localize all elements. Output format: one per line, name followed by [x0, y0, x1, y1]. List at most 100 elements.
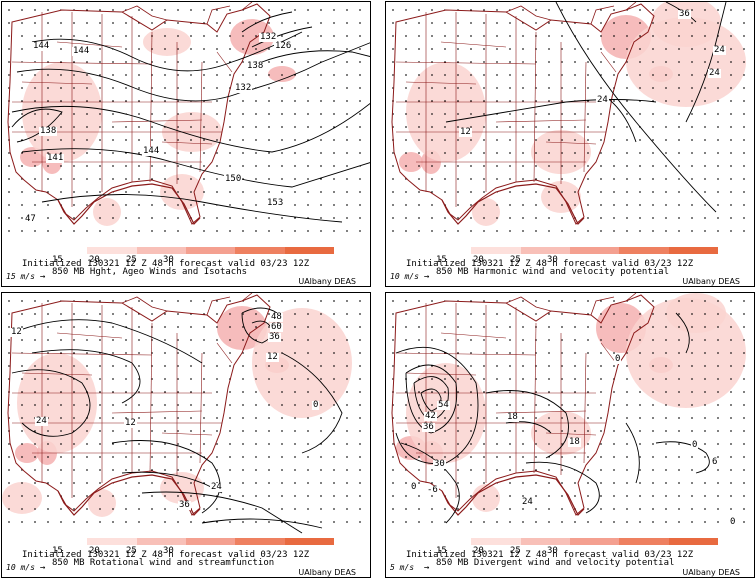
contour-line	[281, 352, 343, 454]
contour-label: 24	[35, 416, 48, 426]
state-border	[495, 119, 587, 123]
contour-label: 138	[246, 61, 265, 71]
credit: UAlbany DEAS	[682, 277, 740, 286]
colorbar-swatch	[235, 247, 285, 254]
colorbar-ticks: 15 20 25 30	[38, 546, 334, 556]
contour-label: 48	[270, 312, 283, 322]
credit: UAlbany DEAS	[298, 568, 356, 577]
credit: UAlbany DEAS	[682, 568, 740, 577]
coastline	[57, 474, 201, 517]
state-border	[149, 322, 153, 474]
colorbar	[38, 538, 334, 545]
contour-label: 47	[24, 214, 37, 224]
colorbar-tick: 30	[163, 546, 174, 556]
colorbar-tick: 30	[163, 255, 174, 265]
contour-label: 153	[266, 198, 285, 208]
state-border	[11, 61, 153, 65]
canada-border	[121, 2, 253, 25]
colorbar	[38, 247, 334, 254]
scale-arrow-icon: →	[424, 563, 430, 573]
coastline	[441, 183, 585, 226]
contour-label: 132	[234, 83, 253, 93]
state-border	[405, 372, 477, 376]
us-outline	[7, 294, 271, 516]
colorbar-tick: 30	[547, 255, 558, 265]
colorbar-swatch	[284, 247, 334, 254]
panel-title: 850 MB Harmonic wind and velocity potent…	[436, 267, 669, 277]
contour-label: 12	[10, 327, 23, 337]
scale-arrow-icon: →	[40, 272, 46, 282]
scale-label: 10 m/s	[390, 272, 419, 281]
isotach-shade	[651, 2, 721, 47]
canada-border	[505, 2, 637, 25]
isotach-shade	[230, 19, 274, 55]
contour-line	[445, 99, 657, 123]
state-border	[583, 61, 587, 173]
colorbar-swatch	[235, 538, 285, 545]
state-border	[216, 51, 233, 73]
isotach-shade	[626, 17, 746, 107]
init-line: Initialized 130321 12 Z 48 h forecast va…	[406, 550, 694, 560]
scale-label: 15 m/s	[6, 272, 35, 281]
colorbar-ticks: 15 20 25 30	[422, 255, 718, 265]
contour-line	[241, 11, 313, 48]
state-border	[111, 410, 203, 414]
contour-line	[485, 390, 569, 459]
colorbar-swatch	[422, 538, 472, 545]
contour-label: 60	[270, 322, 283, 332]
contour-label: 24	[521, 497, 534, 507]
init-line: Initialized 130321 12 Z 48 h forecast va…	[406, 259, 694, 269]
state-border	[199, 61, 203, 173]
isotach-shade	[160, 174, 204, 210]
contour-label: 144	[32, 41, 51, 51]
state-border	[216, 342, 233, 364]
coastline	[441, 474, 585, 517]
state-border	[111, 119, 203, 123]
panel-title: 850 MB Divergent wind and velocity poten…	[436, 558, 675, 568]
contour-label: 24	[210, 482, 223, 492]
contour-label: 6	[711, 457, 719, 467]
colorbar-swatch	[38, 538, 88, 545]
state-border	[395, 61, 537, 65]
contour-label: 24	[708, 68, 721, 78]
colorbar-tick: 30	[547, 546, 558, 556]
contour-line	[11, 108, 63, 143]
contour-label: 42	[424, 411, 437, 421]
contour-line	[31, 31, 303, 72]
colorbar-tick: 20	[89, 255, 100, 265]
state-border	[545, 432, 597, 436]
colorbar-tick: 25	[510, 255, 521, 265]
colorbar-swatch	[619, 247, 669, 254]
colorbar-swatch	[185, 538, 236, 545]
contour-label: 36	[178, 500, 191, 510]
colorbar-swatch	[87, 247, 137, 254]
contour-label: 24	[596, 95, 609, 105]
contour-line	[111, 440, 221, 514]
contour-label: 18	[506, 412, 519, 422]
contour-label: 18	[568, 437, 581, 447]
colorbar-swatch	[520, 538, 570, 545]
isotach-shade	[17, 353, 97, 453]
contour-label: 141	[46, 153, 65, 163]
colorbar-swatch	[422, 247, 472, 254]
contour-label: 0	[614, 354, 622, 364]
init-line: Initialized 130321 12 Z 48 h forecast va…	[22, 550, 310, 560]
contour-line	[655, 441, 710, 474]
state-border	[56, 332, 123, 339]
weather-map	[391, 2, 746, 232]
weather-map	[7, 2, 370, 232]
contour-label: 54	[437, 400, 450, 410]
state-border	[545, 141, 597, 145]
panel-title: 850 MB Rotational wind and streamfunctio…	[52, 558, 275, 568]
coastline	[57, 183, 201, 226]
contour-label: 144	[72, 46, 91, 56]
contour-label: 36	[678, 9, 691, 19]
isotach-shade	[217, 306, 267, 350]
contour-line	[261, 50, 370, 63]
contour-line	[11, 102, 370, 153]
colorbar-swatch	[668, 538, 718, 545]
colorbar-swatch	[284, 538, 334, 545]
isotach-shade	[399, 152, 423, 172]
contour-label: 144	[142, 146, 161, 156]
colorbar-swatch	[87, 538, 137, 545]
